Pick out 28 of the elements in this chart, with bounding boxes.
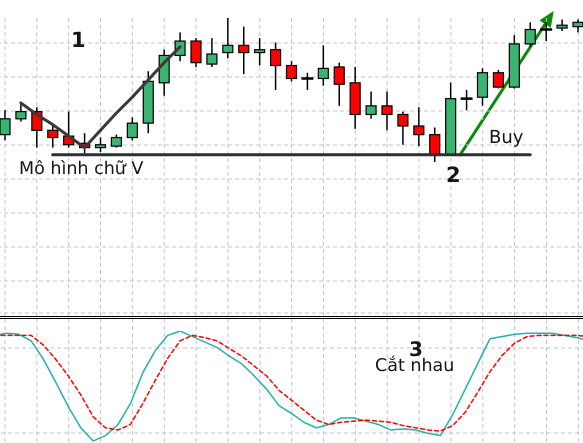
candlestick bbox=[286, 60, 298, 82]
candlestick bbox=[397, 110, 409, 146]
candlestick bbox=[126, 116, 138, 142]
candlestick bbox=[429, 126, 440, 163]
candlestick bbox=[572, 18, 583, 34]
candlestick bbox=[366, 90, 377, 120]
candlestick bbox=[334, 62, 345, 107]
candlestick bbox=[206, 37, 218, 68]
text: 2 bbox=[446, 163, 461, 187]
candlestick bbox=[524, 22, 536, 48]
annotation: 1 bbox=[71, 28, 86, 52]
candlestick bbox=[318, 44, 329, 86]
annotation: Buy bbox=[489, 127, 524, 148]
candlestick bbox=[190, 37, 202, 68]
candlestick bbox=[238, 26, 250, 75]
annotation: Mô hình chữ V bbox=[19, 159, 144, 179]
candlestick bbox=[556, 18, 568, 32]
candlestick bbox=[381, 90, 393, 132]
candlestick bbox=[110, 134, 122, 148]
candlestick bbox=[254, 37, 266, 66]
candlestick bbox=[492, 69, 504, 90]
candlestick bbox=[413, 106, 424, 147]
candlestick bbox=[270, 42, 282, 91]
candlestick bbox=[94, 136, 106, 153]
candlestick bbox=[0, 109, 11, 142]
candlestick bbox=[222, 18, 234, 60]
candlestick bbox=[15, 102, 27, 122]
candlestick bbox=[47, 124, 58, 148]
